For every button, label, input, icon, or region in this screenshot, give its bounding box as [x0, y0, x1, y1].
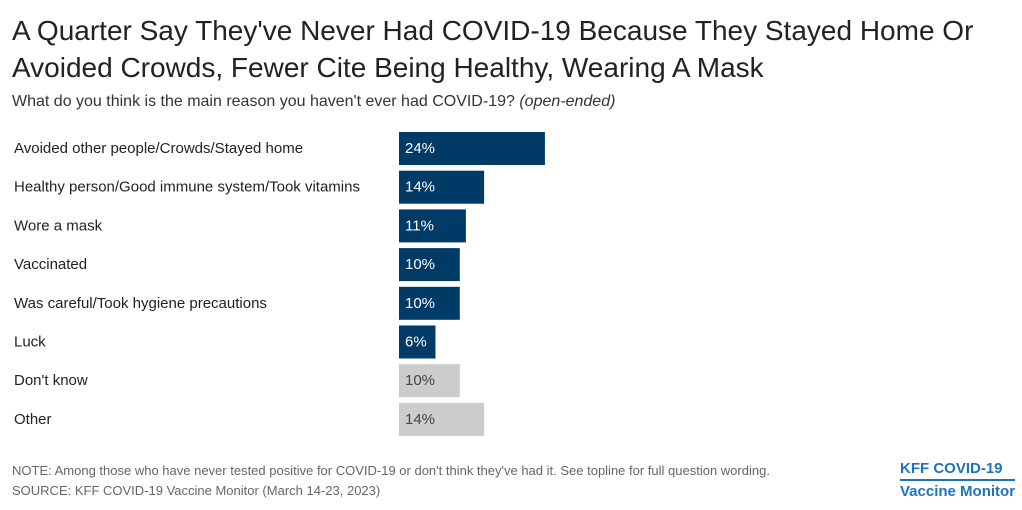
- note-text: NOTE: Among those who have never tested …: [12, 463, 770, 478]
- bar: [399, 170, 485, 204]
- source-text: SOURCE: KFF COVID-19 Vaccine Monitor (Ma…: [12, 483, 381, 498]
- bar-chart: Avoided other people/Crowds/Stayed home 2…: [14, 132, 545, 436]
- bar-value-label: 10%: [405, 372, 435, 389]
- subtitle-qualifier: (open-ended): [519, 93, 616, 110]
- chart-subtitle: What do you think is the main reason you…: [12, 93, 615, 111]
- category-label: Don't know: [14, 372, 88, 389]
- category-label: Other: [14, 411, 52, 428]
- category-label: Vaccinated: [14, 256, 87, 273]
- category-label: Avoided other people/Crowds/Stayed home: [14, 140, 303, 157]
- bar: [399, 364, 460, 398]
- category-label: Healthy person/Good immune system/Took v…: [14, 179, 360, 196]
- bar: [399, 209, 466, 243]
- bar: [399, 248, 460, 282]
- bar-value-label: 24%: [405, 140, 435, 157]
- chart-title: A Quarter Say They've Never Had COVID-19…: [12, 15, 974, 83]
- bar-value-label: 10%: [405, 256, 435, 273]
- bar: [399, 402, 485, 436]
- bar-value-label: 14%: [405, 179, 435, 196]
- category-label: Wore a mask: [14, 217, 103, 234]
- bar: [399, 286, 460, 320]
- logo-line1: KFF COVID-19: [900, 460, 1003, 477]
- bar-value-label: 6%: [405, 334, 427, 351]
- chart-footnotes: NOTE: Among those who have never tested …: [12, 461, 770, 501]
- bar-value-label: 14%: [405, 411, 435, 428]
- kff-logo: KFF COVID-19 Vaccine Monitor: [900, 458, 1016, 502]
- logo-line2: Vaccine Monitor: [900, 479, 1016, 502]
- category-label: Was careful/Took hygiene precautions: [14, 295, 267, 312]
- bar: [399, 132, 545, 165]
- category-label: Luck: [14, 334, 46, 351]
- bar-value-label: 10%: [405, 295, 435, 312]
- bar: [399, 325, 436, 359]
- bar-value-label: 11%: [405, 217, 434, 234]
- subtitle-question: What do you think is the main reason you…: [12, 93, 515, 110]
